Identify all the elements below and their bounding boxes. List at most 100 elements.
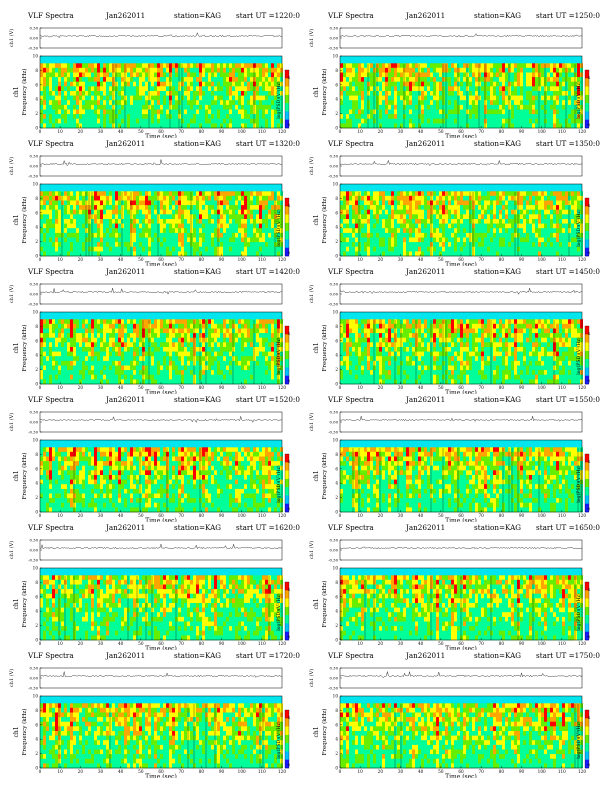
waveform-frame bbox=[339, 667, 583, 689]
y-tick-label: 8 bbox=[335, 580, 338, 585]
x-tick-label: 120 bbox=[278, 769, 286, 774]
y-tick-label: 8 bbox=[35, 196, 38, 201]
x-axis-label: Time (sec) bbox=[445, 262, 477, 267]
waveform-tick-label: 0.30 bbox=[30, 26, 39, 31]
x-tick-label: 30 bbox=[398, 385, 404, 390]
x-tick-label: 110 bbox=[258, 641, 266, 646]
x-tick-label: 110 bbox=[558, 641, 566, 646]
x-tick-label: 110 bbox=[558, 385, 566, 390]
channel-label: ch1 bbox=[13, 214, 20, 225]
colorbar-label: log(PSD)(V²/Hz) bbox=[575, 81, 582, 119]
y-tick-label: 2 bbox=[35, 239, 38, 244]
x-tick-label: 70 bbox=[478, 641, 484, 646]
panel-title: VLF Spectra bbox=[328, 395, 374, 404]
waveform-tick-label: -0.30 bbox=[328, 302, 338, 307]
y-tick-label: 2 bbox=[335, 367, 338, 372]
spectrogram-image bbox=[340, 568, 583, 641]
colorbar-tick-label: -8 bbox=[587, 763, 590, 767]
x-tick-label: 80 bbox=[199, 129, 205, 134]
y-tick-label: 10 bbox=[33, 566, 39, 571]
x-tick-label: 70 bbox=[478, 385, 484, 390]
x-tick-label: 110 bbox=[258, 129, 266, 134]
x-tick-label: 100 bbox=[538, 257, 546, 262]
waveform-tick-label: 0.30 bbox=[330, 666, 339, 671]
x-tick-label: 80 bbox=[499, 257, 505, 262]
x-tick-label: 30 bbox=[98, 641, 104, 646]
x-tick-label: 70 bbox=[478, 257, 484, 262]
x-tick-label: 80 bbox=[499, 769, 505, 774]
y-tick-label: 10 bbox=[333, 182, 339, 187]
y-tick-label: 10 bbox=[333, 438, 339, 443]
waveform-trace bbox=[339, 671, 583, 679]
x-tick-label: 90 bbox=[519, 641, 525, 646]
panel-start-time: start UT =1620:0 bbox=[236, 523, 300, 532]
y-axis-label: Frequency (kHz) bbox=[21, 325, 28, 372]
colorbar-tick-label: -8 bbox=[287, 251, 290, 255]
colorbar-tick-label: -8 bbox=[587, 251, 590, 255]
channel-label: ch1 bbox=[13, 726, 20, 737]
waveform-axis-label: ch1 (V) bbox=[308, 541, 315, 559]
waveform-tick-label: -0.30 bbox=[28, 558, 38, 563]
panel-title: VLF Spectra bbox=[28, 267, 74, 276]
y-tick-label: 8 bbox=[35, 68, 38, 73]
colorbar-tick-label: -8 bbox=[287, 635, 290, 639]
x-tick-label: 120 bbox=[578, 513, 586, 518]
panel-start-time: start UT =1420:0 bbox=[236, 267, 300, 276]
y-tick-label: 0 bbox=[35, 766, 38, 771]
waveform-tick-label: 0.30 bbox=[30, 154, 39, 159]
y-tick-label: 0 bbox=[35, 638, 38, 643]
waveform-tick-label: 0.00 bbox=[30, 548, 39, 553]
x-tick-label: 0 bbox=[39, 257, 42, 262]
x-tick-label: 30 bbox=[398, 129, 404, 134]
y-tick-label: 0 bbox=[335, 510, 338, 515]
panel-date: Jan262011 bbox=[106, 395, 146, 404]
x-tick-label: 90 bbox=[519, 257, 525, 262]
waveform-tick-label: 0.30 bbox=[330, 26, 339, 31]
x-tick-label: 50 bbox=[138, 257, 144, 262]
y-tick-label: 6 bbox=[35, 210, 38, 215]
colorbar-label: log(PSD)(V²/Hz) bbox=[275, 337, 282, 375]
x-tick-label: 10 bbox=[357, 257, 363, 262]
panel-date: Jan262011 bbox=[106, 267, 146, 276]
spectrogram-image bbox=[340, 184, 583, 257]
colorbar-tick-label: -4 bbox=[287, 76, 290, 80]
x-tick-label: 90 bbox=[519, 513, 525, 518]
y-tick-label: 2 bbox=[335, 623, 338, 628]
y-tick-label: 2 bbox=[35, 623, 38, 628]
panel-date: Jan262011 bbox=[106, 139, 146, 148]
x-tick-label: 90 bbox=[519, 385, 525, 390]
y-tick-label: 0 bbox=[335, 382, 338, 387]
x-tick-label: 100 bbox=[538, 385, 546, 390]
spectrogram-panel: VLF Spectra Jan262011 station=KAG start UT … bbox=[4, 650, 300, 778]
x-tick-label: 20 bbox=[378, 257, 384, 262]
x-tick-label: 90 bbox=[219, 385, 225, 390]
x-tick-label: 0 bbox=[39, 769, 42, 774]
y-axis-label: Frequency (kHz) bbox=[321, 453, 328, 500]
colorbar-tick-label: -4 bbox=[287, 460, 290, 464]
waveform-tick-label: 0.00 bbox=[30, 676, 39, 681]
x-tick-label: 50 bbox=[138, 513, 144, 518]
waveform-axis-label: ch1 (V) bbox=[308, 413, 315, 431]
y-axis-label: Frequency (kHz) bbox=[321, 197, 328, 244]
x-tick-label: 40 bbox=[418, 129, 424, 134]
y-tick-label: 4 bbox=[335, 481, 338, 486]
panel-station: station=KAG bbox=[174, 651, 222, 660]
x-tick-label: 110 bbox=[258, 257, 266, 262]
spectrogram-panel: VLF Spectra Jan262011 station=KAG start UT … bbox=[4, 10, 300, 138]
x-tick-label: 30 bbox=[398, 641, 404, 646]
panel-date: Jan262011 bbox=[406, 651, 446, 660]
x-tick-label: 10 bbox=[357, 769, 363, 774]
waveform-axis-label: ch1 (V) bbox=[8, 541, 15, 559]
channel-label: ch1 bbox=[13, 470, 20, 481]
colorbar bbox=[284, 709, 290, 769]
x-tick-label: 20 bbox=[78, 641, 84, 646]
panel-title: VLF Spectra bbox=[328, 651, 374, 660]
x-tick-label: 120 bbox=[278, 641, 286, 646]
x-tick-label: 80 bbox=[499, 513, 505, 518]
x-tick-label: 10 bbox=[57, 257, 63, 262]
panel-station: station=KAG bbox=[474, 523, 522, 532]
waveform-tick-label: 0.30 bbox=[30, 538, 39, 543]
